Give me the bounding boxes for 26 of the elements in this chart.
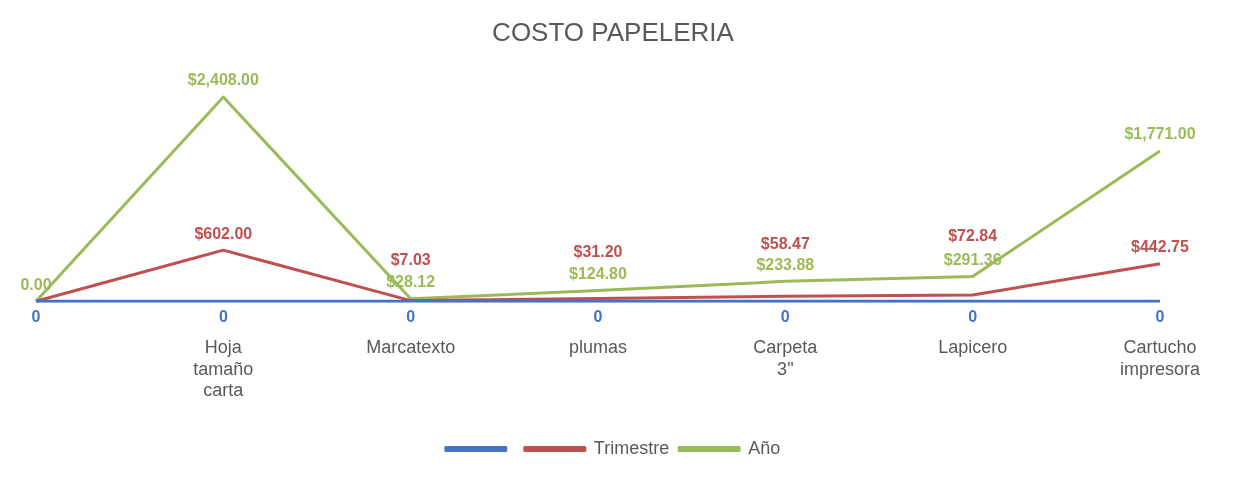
x-tick-label: Carpeta 3" bbox=[753, 336, 819, 379]
data-label: 0 bbox=[406, 307, 416, 325]
data-label: $124.80 bbox=[569, 265, 628, 283]
x-tick-label: Marcatexto bbox=[366, 336, 456, 357]
data-label: $31.20 bbox=[573, 242, 623, 260]
x-tick-label: Cartucho impresora bbox=[1119, 336, 1201, 379]
data-label: 0 bbox=[593, 307, 603, 325]
data-label: $602.00 bbox=[194, 224, 253, 242]
data-label: $233.88 bbox=[756, 255, 815, 273]
data-label: $58.47 bbox=[760, 234, 810, 252]
legend-label: Año bbox=[748, 437, 781, 458]
data-label: $7.03 bbox=[390, 251, 431, 269]
data-label: 0 bbox=[31, 307, 41, 325]
data-label: $1,771.00 bbox=[1124, 125, 1196, 143]
x-tick-label: Hoja tamaño carta bbox=[193, 336, 254, 401]
data-label: $72.84 bbox=[948, 227, 998, 245]
data-label: $2,408.00 bbox=[187, 71, 260, 89]
data-label: 0 bbox=[780, 307, 790, 325]
x-tick-label: plumas bbox=[568, 336, 628, 357]
data-label: 0 bbox=[218, 307, 228, 325]
data-label: 0 bbox=[968, 307, 978, 325]
data-label: 0 bbox=[1155, 307, 1165, 325]
chart-title: COSTO PAPELERIA bbox=[492, 16, 735, 47]
legend-label: Trimestre bbox=[593, 437, 670, 458]
x-tick-label: Lapicero bbox=[938, 336, 1008, 357]
data-label: $442.75 bbox=[1131, 238, 1189, 256]
